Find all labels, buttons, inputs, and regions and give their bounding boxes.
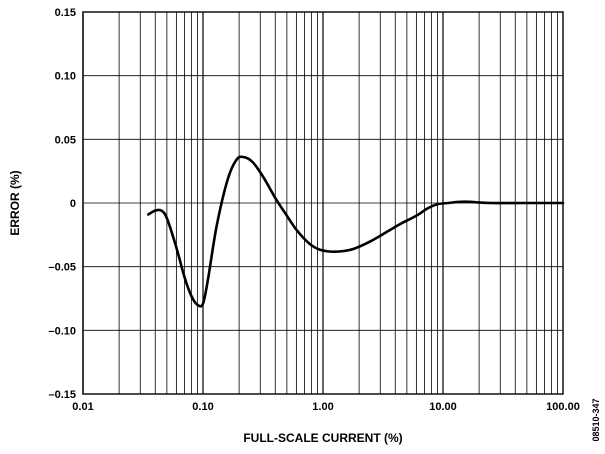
y-tick-labels: 0.15 0.10 0.05 0 –0.05 –0.10 –0.15 xyxy=(48,7,76,401)
x-tick-label: 0.10 xyxy=(192,401,213,413)
x-tick-labels: 0.01 0.10 1.00 10.00 100.00 xyxy=(72,401,580,413)
x-axis-label: FULL-SCALE CURRENT (%) xyxy=(243,431,402,445)
grid xyxy=(82,11,563,395)
x-tick-label: 100.00 xyxy=(546,401,580,413)
y-tick-label: 0 xyxy=(70,198,76,210)
y-tick-label: 0.05 xyxy=(55,134,76,146)
y-tick-label: 0.15 xyxy=(55,7,76,19)
y-tick-label: –0.05 xyxy=(48,262,76,274)
x-tick-label: 10.00 xyxy=(429,401,457,413)
plot-frame xyxy=(82,11,564,395)
y-axis-label: ERROR (%) xyxy=(8,170,22,235)
x-tick-label: 1.00 xyxy=(312,401,333,413)
y-tick-label: –0.15 xyxy=(48,389,76,401)
y-tick-label: –0.10 xyxy=(48,325,76,337)
error-curve xyxy=(146,155,565,308)
plot-area xyxy=(146,155,565,308)
x-tick-label: 0.01 xyxy=(72,401,93,413)
figure-code: 08510-347 xyxy=(591,398,601,441)
y-tick-label: 0.10 xyxy=(55,71,76,83)
